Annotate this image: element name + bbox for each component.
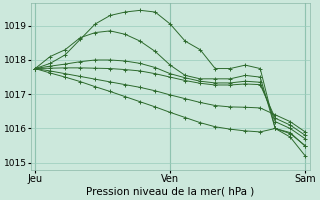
X-axis label: Pression niveau de la mer( hPa ): Pression niveau de la mer( hPa ) [86, 187, 254, 197]
